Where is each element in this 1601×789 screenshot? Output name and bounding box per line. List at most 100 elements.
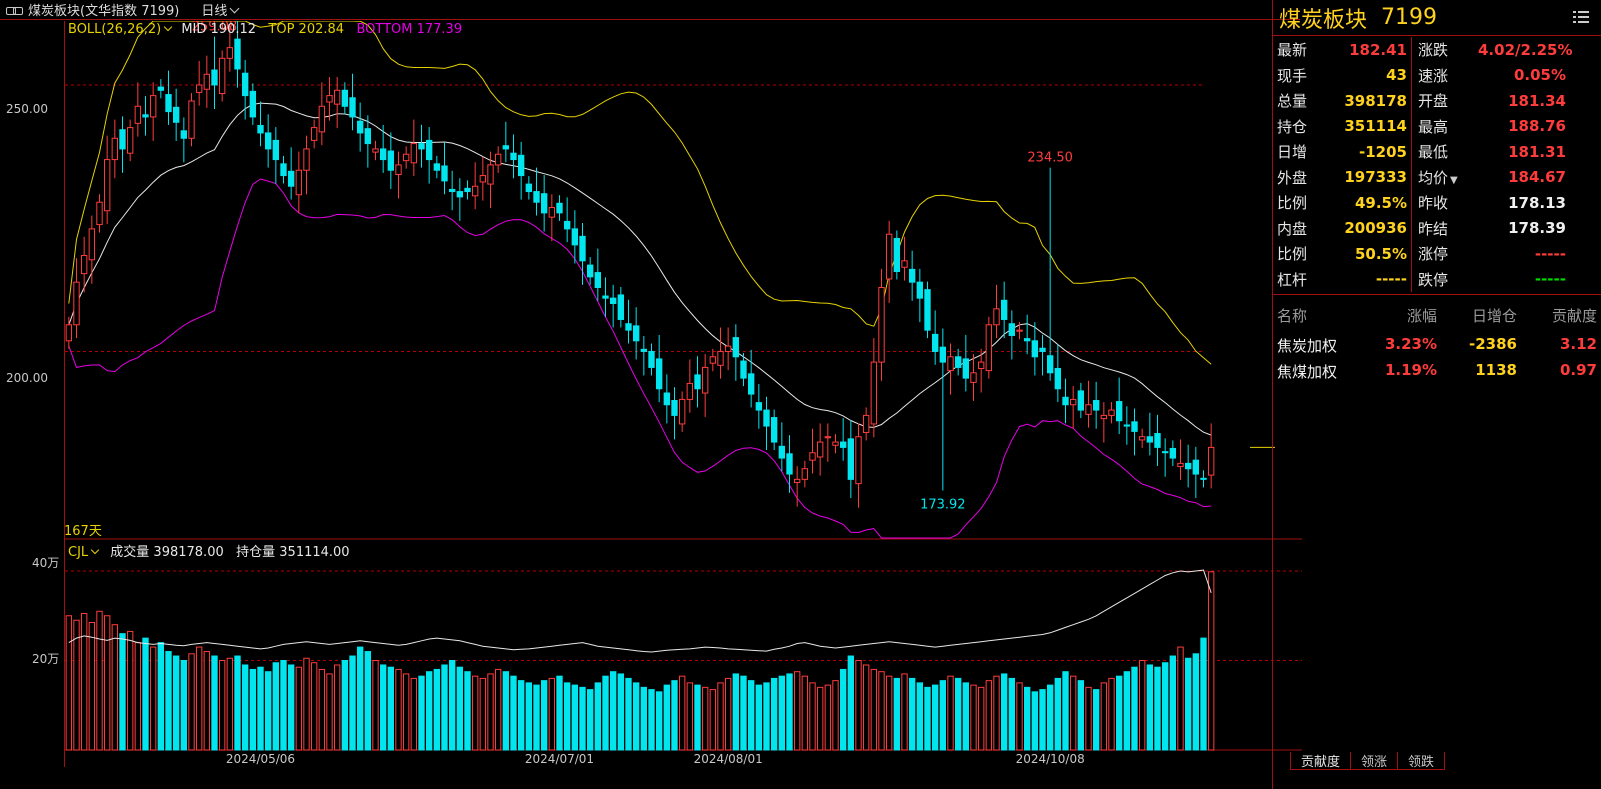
boll-label[interactable]: BOLL(26,26,2): [68, 22, 162, 37]
quote-label-text: 速涨: [1418, 66, 1449, 85]
candle-body: [533, 191, 540, 203]
volume-bar: [533, 684, 540, 751]
candle-body: [993, 308, 1000, 326]
tab-leading-up[interactable]: 领涨: [1350, 752, 1399, 770]
candle-body: [839, 441, 847, 448]
candle-body: [732, 337, 740, 358]
contrib-row[interactable]: 焦煤加权 1.19% 1138 0.97: [1273, 361, 1601, 382]
candle-body: [448, 188, 456, 193]
volume-bar: [571, 684, 579, 751]
candle-body: [855, 436, 862, 485]
price-chart[interactable]: 259.08234.50173.92176.102024/05/062024/0…: [65, 21, 1302, 767]
tab-leading-down[interactable]: 领跌: [1397, 752, 1446, 770]
candle-body: [632, 325, 640, 342]
candle-body: [1146, 436, 1154, 443]
candle-body: [625, 323, 632, 331]
candle-body: [464, 187, 471, 193]
triangle-down-icon[interactable]: ▼: [1450, 174, 1458, 186]
candle-body: [433, 163, 441, 171]
cjl-label[interactable]: CJL: [68, 545, 89, 560]
candle-body: [249, 90, 257, 118]
candle-body: [801, 468, 809, 480]
candle-body: [295, 169, 303, 196]
candle-body: [556, 202, 563, 214]
candle-body: [1161, 451, 1169, 454]
quote-label-text: 昨结: [1418, 219, 1449, 238]
column-divider: [1411, 190, 1412, 216]
volume-bar: [763, 682, 770, 751]
candle-body: [257, 124, 264, 134]
candle-body: [272, 139, 280, 161]
volume-bar: [694, 684, 701, 751]
quote-label: 最新: [1277, 41, 1308, 60]
quote-value: -----: [1375, 270, 1407, 289]
candle-body: [709, 356, 717, 364]
contrib-header-oi: 日增仓: [1471, 307, 1517, 325]
volume-bar: [119, 633, 126, 751]
volume-bar: [188, 653, 195, 751]
volume-bar: [441, 664, 448, 751]
quote-label: 最高: [1412, 116, 1478, 137]
candle-body: [364, 128, 372, 145]
tab-contribution[interactable]: 贡献度: [1290, 752, 1352, 770]
volume-bar: [1092, 689, 1100, 751]
candle-body: [816, 441, 824, 458]
date-label: 2024/10/08: [1016, 752, 1085, 766]
volume-bar: [479, 677, 487, 751]
instrument-name: 煤炭板块: [1279, 7, 1368, 33]
boll-mid: MID 190.12: [181, 22, 256, 37]
volume-bar: [847, 655, 855, 751]
chevron-down-icon: [229, 3, 240, 14]
boll-mid-line: [68, 102, 1212, 436]
volume-bar: [387, 666, 395, 751]
quote-label: 日增: [1277, 143, 1308, 162]
volume-bar: [280, 660, 287, 751]
quote-value: 49.5%: [1354, 193, 1407, 212]
link-icon[interactable]: [6, 5, 23, 15]
candle-body: [218, 57, 226, 94]
volume-bar: [977, 686, 985, 751]
quote-label-text: 涨跌: [1418, 41, 1449, 60]
column-divider: [1411, 241, 1412, 267]
volume-bar: [418, 675, 425, 751]
volume-bar: [1177, 646, 1184, 751]
list-menu-icon[interactable]: [1573, 10, 1589, 24]
candle-body: [985, 324, 993, 372]
candle-body: [487, 164, 494, 185]
candle-body: [648, 350, 655, 368]
quote-value: 351114: [1344, 117, 1407, 136]
candle-body: [602, 295, 609, 299]
quote-value: 0.05%: [1513, 66, 1566, 85]
candle-body: [908, 268, 916, 283]
candle-body: [1123, 424, 1131, 427]
volume-bar: [671, 680, 678, 751]
volume-bar: [663, 684, 671, 751]
candle-body: [893, 237, 901, 273]
volume-bar: [510, 675, 517, 751]
candle-body: [341, 89, 349, 107]
quote-row: 日增 -1205 最低 181.31: [1273, 139, 1601, 165]
volume-bar: [1161, 662, 1169, 751]
candle-body: [870, 361, 878, 425]
quote-label: 现手: [1277, 66, 1308, 85]
volume-bar: [487, 673, 494, 751]
volume-bar: [249, 668, 257, 751]
candle-body: [763, 409, 770, 427]
contrib-row[interactable]: 焦炭加权 3.23% -2386 3.12: [1273, 335, 1601, 356]
column-divider: [1411, 113, 1412, 139]
candle-body: [586, 264, 594, 278]
volume-bar: [1154, 666, 1161, 751]
volume-bar: [195, 646, 203, 751]
volume-bar: [395, 668, 402, 751]
candle-body: [441, 165, 448, 182]
contrib-oi: 1138: [1475, 361, 1517, 379]
volume-bar: [73, 619, 80, 751]
candle-body: [234, 38, 241, 70]
candle-body: [73, 281, 80, 326]
period-selector[interactable]: 日线: [201, 0, 240, 19]
volume-tick-label: 20万: [32, 652, 60, 666]
volume-bar: [648, 689, 655, 751]
candle-body: [916, 281, 924, 299]
volume-bar: [931, 684, 939, 751]
price-annotation: 173.92: [920, 497, 966, 512]
